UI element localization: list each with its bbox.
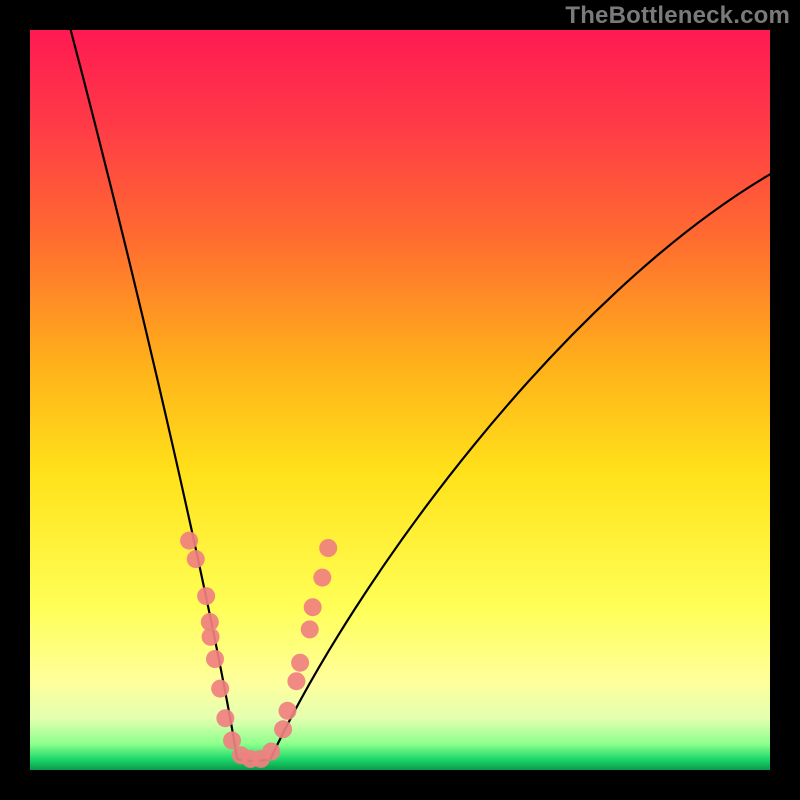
marker-point: [291, 654, 309, 672]
marker-point: [279, 702, 297, 720]
marker-point: [301, 620, 319, 638]
marker-point: [262, 743, 280, 761]
chart-stage: TheBottleneck.com: [0, 0, 800, 800]
marker-point: [202, 628, 220, 646]
marker-point: [197, 587, 215, 605]
marker-point: [304, 598, 322, 616]
marker-point: [211, 680, 229, 698]
marker-point: [187, 550, 205, 568]
plot-area: [30, 30, 770, 770]
watermark-text: TheBottleneck.com: [565, 2, 790, 30]
marker-point: [274, 720, 292, 738]
v-curve-chart: [0, 0, 800, 800]
marker-point: [216, 709, 234, 727]
marker-point: [313, 569, 331, 587]
marker-point: [319, 539, 337, 557]
marker-point: [180, 532, 198, 550]
marker-point: [287, 672, 305, 690]
marker-point: [206, 650, 224, 668]
